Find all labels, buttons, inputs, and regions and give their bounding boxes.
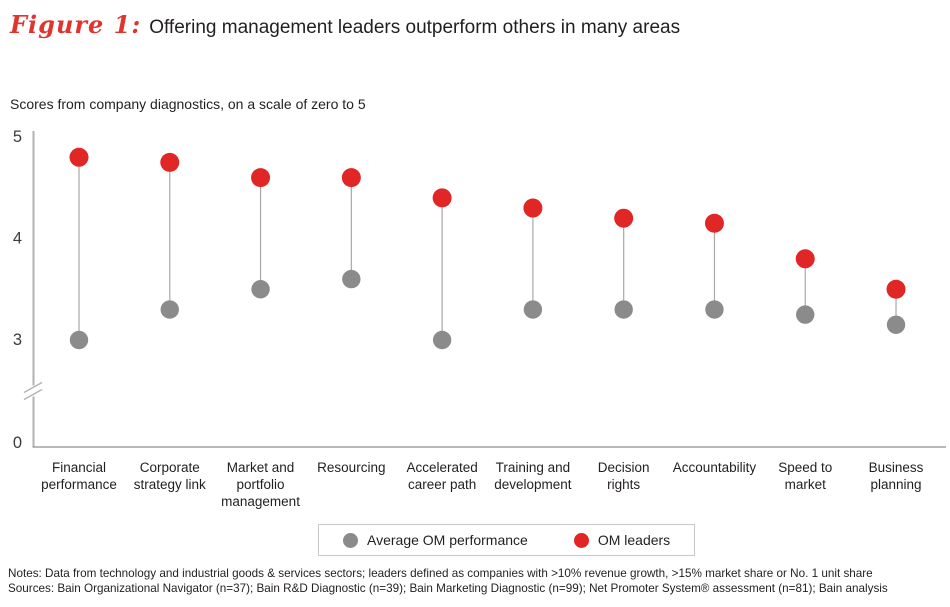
- datapoint-average-9: [796, 305, 815, 324]
- y-tick-label-4: 4: [13, 230, 22, 248]
- axis-break-slash: [23, 388, 43, 401]
- footnotes: Notes: Data from technology and industri…: [8, 566, 948, 596]
- axis-break-slash: [23, 381, 43, 394]
- datapoint-leaders-2: [160, 152, 180, 172]
- x-axis-label-4: Resourcing: [317, 460, 386, 475]
- y-tick-label-5: 5: [13, 128, 22, 146]
- datapoint-average-3: [251, 280, 270, 299]
- datapoint-leaders-5: [432, 188, 452, 208]
- figure-label: Figure 1:: [10, 10, 142, 39]
- axis-break-mask: [28, 385, 39, 397]
- x-axis-label-10: Business planning: [868, 460, 924, 492]
- datapoint-leaders-7: [614, 208, 634, 228]
- datapoint-leaders-4: [341, 168, 361, 188]
- datapoint-average-6: [523, 300, 543, 319]
- y-tick-label-3: 3: [13, 331, 22, 349]
- chart-subtitle: Scores from company diagnostics, on a sc…: [10, 96, 366, 112]
- legend-item-leaders: OM leaders: [573, 532, 671, 548]
- x-axis-label-1: Financial performance: [41, 460, 117, 492]
- x-axis-label-6: Training and development: [494, 460, 572, 492]
- y-tick-label-0: 0: [13, 434, 22, 452]
- datapoint-average-1: [69, 330, 89, 350]
- x-axis-label-2: Corporate strategy link: [133, 460, 206, 492]
- datapoint-average-7: [614, 300, 633, 319]
- sources-line: Sources: Bain Organizational Navigator (…: [8, 582, 888, 595]
- legend-item-average: Average OM performance: [343, 532, 528, 548]
- figure-title-text: Offering management leaders outperform o…: [149, 17, 681, 38]
- datapoint-average-2: [160, 300, 179, 319]
- datapoint-average-8: [705, 300, 724, 319]
- dumbbell-chart: 0 3 4 5: [13, 128, 946, 452]
- legend: Average OM performance OM leaders: [318, 524, 696, 556]
- legend-label-average: Average OM performance: [367, 532, 528, 548]
- datapoint-average-10: [886, 315, 906, 334]
- x-axis-label-7: Decision rights: [597, 460, 650, 492]
- legend-label-leaders: OM leaders: [597, 532, 671, 548]
- x-axis-label-3: Market and portfolio management: [221, 460, 300, 509]
- legend-dot-average: [343, 532, 358, 548]
- datapoint-average-5: [432, 330, 452, 350]
- datapoint-leaders-9: [795, 249, 815, 269]
- datapoint-leaders-1: [69, 147, 89, 167]
- legend-dot-leaders: [573, 532, 589, 548]
- datapoint-leaders-3: [251, 168, 271, 188]
- x-axis-label-5: Accelerated career path: [406, 460, 478, 492]
- datapoint-leaders-6: [523, 198, 543, 218]
- datapoint-average-4: [342, 269, 361, 289]
- datapoint-leaders-8: [704, 213, 724, 233]
- datapoint-leaders-10: [886, 279, 906, 299]
- x-axis-label-9: Speed to market: [778, 460, 833, 492]
- notes-line: Notes: Data from technology and industri…: [8, 567, 873, 580]
- figure-title: Figure 1: Offering management leaders out…: [10, 10, 940, 39]
- x-axis-label-8: Accountability: [672, 460, 757, 475]
